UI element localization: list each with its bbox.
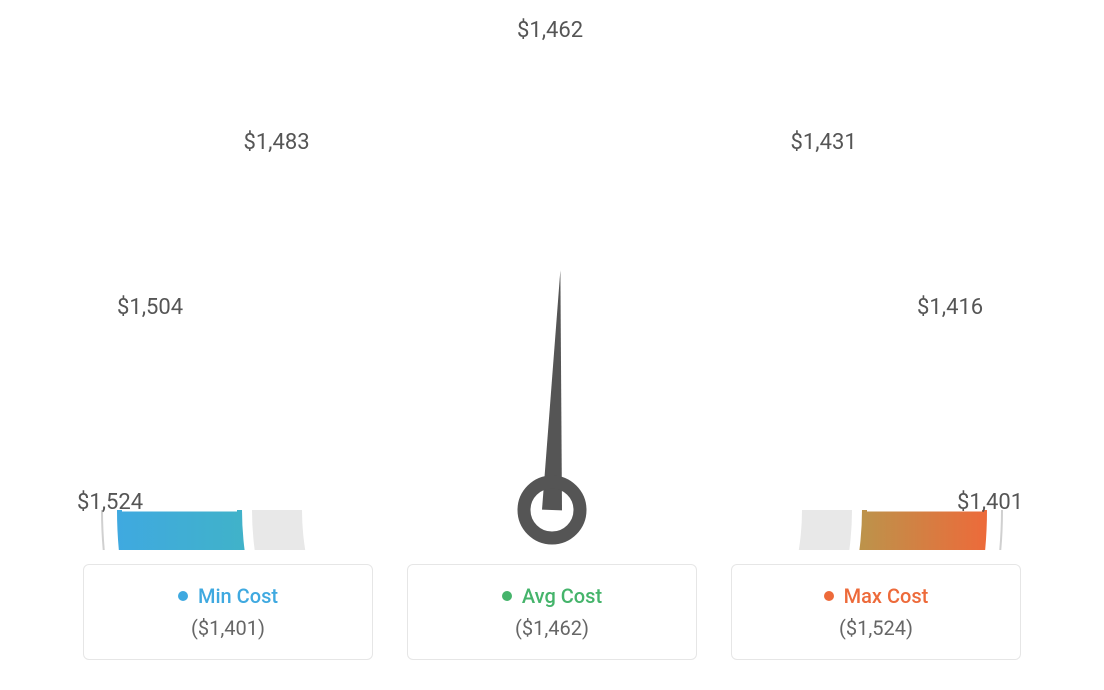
gauge-tick-label: $1,462	[517, 18, 583, 43]
legend-label: Min Cost	[198, 584, 278, 608]
legend-header: Avg Cost	[502, 584, 602, 608]
gauge-tick-label: $1,401	[957, 490, 1023, 515]
legend-value: ($1,462)	[515, 616, 589, 640]
legend-card: Max Cost ($1,524)	[731, 564, 1021, 660]
legend-value: ($1,401)	[191, 616, 265, 640]
legend-dot-icon	[824, 591, 834, 601]
legend-card: Min Cost ($1,401)	[83, 564, 373, 660]
gauge-tick-label: $1,416	[917, 295, 983, 320]
legend-dot-icon	[502, 591, 512, 601]
gauge-tick-label: $1,504	[117, 295, 183, 320]
legend-value: ($1,524)	[839, 616, 913, 640]
legend-header: Min Cost	[178, 584, 278, 608]
legend-row: Min Cost ($1,401) Avg Cost ($1,462) Max Cost…	[83, 564, 1021, 660]
legend-dot-icon	[178, 591, 188, 601]
legend-label: Avg Cost	[522, 584, 602, 608]
legend-label: Max Cost	[844, 584, 929, 608]
gauge-chart: $1,401$1,416$1,431$1,462$1,483$1,504$1,5…	[42, 30, 1062, 550]
gauge-tick-label: $1,483	[243, 130, 309, 155]
legend-header: Max Cost	[824, 584, 929, 608]
legend-card: Avg Cost ($1,462)	[407, 564, 697, 660]
gauge-svg	[42, 30, 1062, 550]
gauge-tick-label: $1,524	[77, 490, 143, 515]
gauge-tick-label: $1,431	[791, 130, 857, 155]
